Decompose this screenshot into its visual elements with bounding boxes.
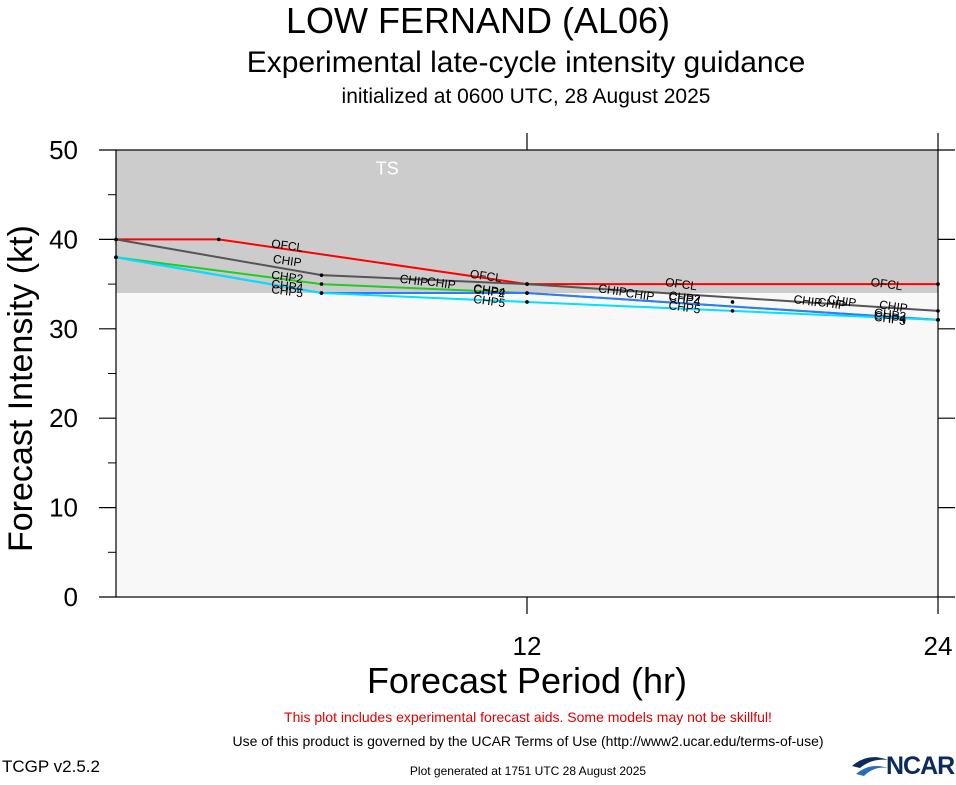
intensity-bands: TS	[116, 150, 938, 597]
data-point-intermediate	[730, 300, 735, 304]
series-label-chip: CHIP	[399, 272, 429, 290]
y-tick-label: 0	[64, 582, 78, 612]
y-axis-label: Forecast Intensity (kt)	[2, 225, 40, 552]
data-point-ofcl	[216, 237, 221, 242]
chart-title: LOW FERNAND (AL06)	[285, 0, 671, 41]
x-tick-label: 24	[924, 631, 953, 661]
series-label-chp2: CHP2	[270, 268, 304, 286]
series-label-ofcl: OFCL	[870, 275, 904, 293]
data-point-intermediate	[901, 318, 906, 322]
series-label-chip: CHIP	[793, 292, 823, 310]
series-label-ofcl: OFCL	[469, 267, 503, 285]
series-label-chip: CHIP	[272, 252, 302, 270]
data-point-chp2	[319, 282, 324, 286]
data-point-chip	[525, 282, 529, 286]
series-label-chip: CHIP	[597, 281, 627, 299]
series-label-chip: CHIP	[426, 274, 456, 292]
x-tick-label: 12	[513, 631, 542, 661]
series-label-chp4: CHP4	[668, 290, 702, 308]
series-label-chp5: CHP5	[873, 310, 907, 328]
band-below-ts	[116, 293, 938, 597]
data-point-chp4	[525, 291, 529, 295]
series-label-ofcl: OFCL	[270, 236, 304, 254]
series-label-chp5: CHP5	[270, 282, 304, 300]
chart-subtitle: Experimental late-cycle intensity guidan…	[246, 46, 806, 79]
plot-frame	[115, 149, 939, 598]
series-label-chp2: CHP2	[873, 305, 907, 323]
series-label-chp4: CHP4	[472, 281, 506, 299]
data-point-intermediate	[730, 309, 735, 313]
ncar-logo: NCAR	[850, 752, 955, 780]
ncar-logo-text: NCAR	[886, 752, 955, 780]
version-label: TCGP v2.5.2	[2, 757, 100, 776]
series-label-chp4: CHP4	[270, 277, 304, 295]
series-label-chip: CHIP	[827, 292, 857, 310]
band-label-ts: TS	[376, 158, 399, 178]
y-tick-label: 50	[49, 135, 78, 165]
series-label-chp2: CHP2	[472, 282, 506, 300]
y-tick-label: 30	[49, 314, 78, 344]
series-label-chp4: CHP4	[873, 308, 907, 326]
series-label-chp5: CHP5	[472, 292, 506, 310]
y-tick-label: 20	[49, 403, 78, 433]
series-label-ofcl: OFCL	[664, 275, 698, 293]
y-tick-label: 40	[49, 224, 78, 254]
series-label-chp5: CHP5	[668, 298, 702, 316]
data-point-chp5	[319, 291, 324, 295]
y-tick-label: 10	[49, 493, 78, 523]
series-label-chp2: CHP2	[668, 288, 702, 306]
series-label-chip: CHIP	[878, 298, 908, 316]
terms-of-use-text: Use of this product is governed by the U…	[232, 733, 824, 749]
generated-timestamp: Plot generated at 1751 UTC 28 August 202…	[409, 764, 647, 778]
series-line-chip	[115, 238, 939, 312]
series-label-chip: CHIP	[625, 286, 655, 304]
series-label-chip: CHIP	[817, 295, 847, 313]
data-point-chp5	[525, 300, 529, 304]
initialization-time: initialized at 0600 UTC, 28 August 2025	[341, 85, 711, 108]
ncar-swoosh-icon	[852, 757, 888, 776]
band-ts	[116, 150, 938, 294]
data-point-chip	[319, 273, 324, 277]
series-line-ofcl	[116, 238, 938, 286]
axis-ticks: 0 10 20 30 40 50 12 24	[49, 133, 955, 661]
disclaimer-text: This plot includes experimental forecast…	[284, 709, 772, 725]
x-axis-label: Forecast Period (hr)	[366, 660, 688, 701]
